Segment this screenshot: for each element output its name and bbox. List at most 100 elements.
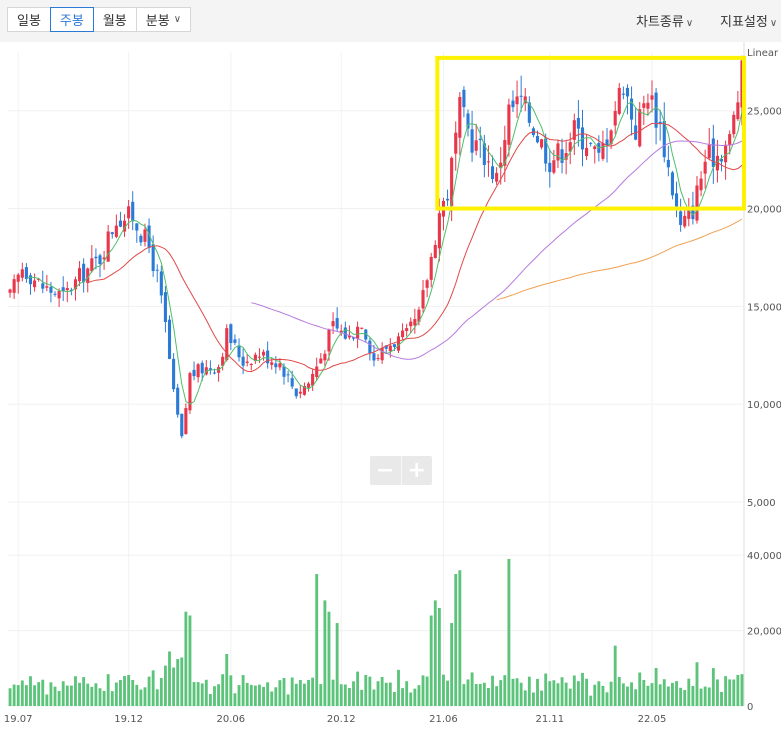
candle — [666, 159, 670, 168]
chevron-down-icon: ∨ — [769, 18, 778, 29]
candle — [49, 286, 53, 293]
volume-bar — [319, 684, 323, 706]
candle — [625, 87, 630, 97]
candle — [311, 373, 315, 386]
candle — [437, 213, 441, 249]
indicator-menu[interactable]: 지표설정 ∨ — [720, 11, 777, 30]
candle — [736, 102, 740, 120]
candle — [446, 198, 450, 201]
candle — [376, 358, 380, 360]
volume-bar — [540, 690, 544, 706]
candle — [270, 362, 274, 365]
candle — [200, 362, 204, 374]
candle — [225, 328, 229, 360]
candle — [302, 386, 306, 395]
volume-bar — [687, 678, 691, 706]
volume-bar — [335, 623, 339, 706]
candle — [482, 143, 486, 165]
candle — [212, 372, 217, 374]
volume-bar — [429, 615, 433, 706]
chart-type-menu[interactable]: 차트종류 ∨ — [636, 11, 693, 30]
candle — [638, 109, 642, 147]
volume-bar — [270, 691, 274, 706]
candle — [262, 351, 266, 356]
volume-bar — [8, 688, 12, 706]
candle — [621, 93, 625, 95]
volume-bar — [86, 683, 90, 706]
price-tick-label: 20,000 — [747, 205, 781, 216]
tab-monthly[interactable]: 월봉 — [92, 7, 137, 32]
volume-bar — [523, 690, 527, 706]
volume-bar — [388, 682, 392, 706]
volume-bar — [147, 676, 151, 706]
volume-bar — [245, 682, 249, 706]
zoom-out-button[interactable]: − — [370, 456, 402, 485]
candle — [143, 229, 147, 242]
candle — [695, 185, 699, 221]
tab-daily[interactable]: 일봉 — [7, 7, 51, 32]
candle — [45, 286, 49, 288]
volume-bar — [417, 685, 421, 706]
volume-bar — [249, 684, 253, 706]
candle — [192, 369, 196, 377]
ma120-line — [496, 218, 743, 301]
volume-bar — [646, 685, 650, 706]
candle — [392, 344, 396, 347]
candle — [540, 139, 544, 148]
candle — [576, 117, 580, 129]
volume-bar — [65, 685, 69, 706]
volume-bar — [458, 570, 462, 706]
volume-bar — [560, 677, 564, 706]
volume-bar — [568, 688, 572, 706]
volume-bar — [474, 683, 478, 706]
candle — [356, 326, 360, 339]
candle — [41, 283, 45, 289]
volume-bar — [204, 679, 208, 706]
candle — [478, 138, 482, 141]
volume-bar — [548, 681, 552, 706]
volume-bar — [634, 689, 638, 706]
volume-bar — [437, 607, 441, 706]
volume-bar — [139, 689, 143, 706]
candle — [335, 318, 339, 329]
volume-bar — [180, 657, 184, 706]
volume-bar — [347, 688, 351, 706]
tab-minute[interactable]: 분봉 ∨ — [135, 7, 192, 32]
candle — [94, 256, 98, 259]
x-tick-label: 21.06 — [429, 714, 458, 725]
volume-bar — [732, 679, 736, 706]
volume-bar — [356, 671, 360, 706]
volume-bar — [433, 600, 437, 706]
candle — [691, 205, 695, 220]
volume-bar — [298, 679, 302, 706]
volume-bar — [462, 684, 466, 706]
volume-bar — [143, 687, 147, 706]
volume-bar — [294, 683, 298, 706]
candle — [662, 120, 666, 158]
candle — [544, 138, 548, 164]
candle — [719, 158, 724, 162]
volume-bar — [188, 615, 192, 706]
volume-bar — [711, 668, 715, 706]
volume-bar — [482, 682, 486, 706]
candle — [331, 321, 335, 327]
volume-bar — [135, 684, 139, 706]
candle — [462, 89, 466, 108]
candle — [507, 104, 511, 145]
tab-weekly[interactable]: 주봉 — [49, 7, 94, 32]
stock-chart[interactable]: 25,000 20,000 15,000 10,000 5,000 Linear 0 20,0… — [0, 42, 781, 729]
candle — [572, 120, 576, 140]
volume-bar — [274, 687, 278, 706]
volume-bar — [413, 688, 417, 706]
volume-bar — [323, 600, 327, 706]
zoom-in-button[interactable]: + — [407, 458, 426, 483]
volume-bar — [69, 685, 73, 706]
period-tabs: 일봉 주봉 월봉 분봉 ∨ — [7, 7, 192, 32]
volume-bar — [127, 674, 131, 706]
volume-bar — [90, 686, 94, 706]
candle — [421, 290, 425, 309]
volume-bar — [196, 682, 200, 706]
candle — [257, 356, 262, 358]
volume-bar — [654, 667, 658, 706]
volume-bar — [184, 611, 188, 706]
